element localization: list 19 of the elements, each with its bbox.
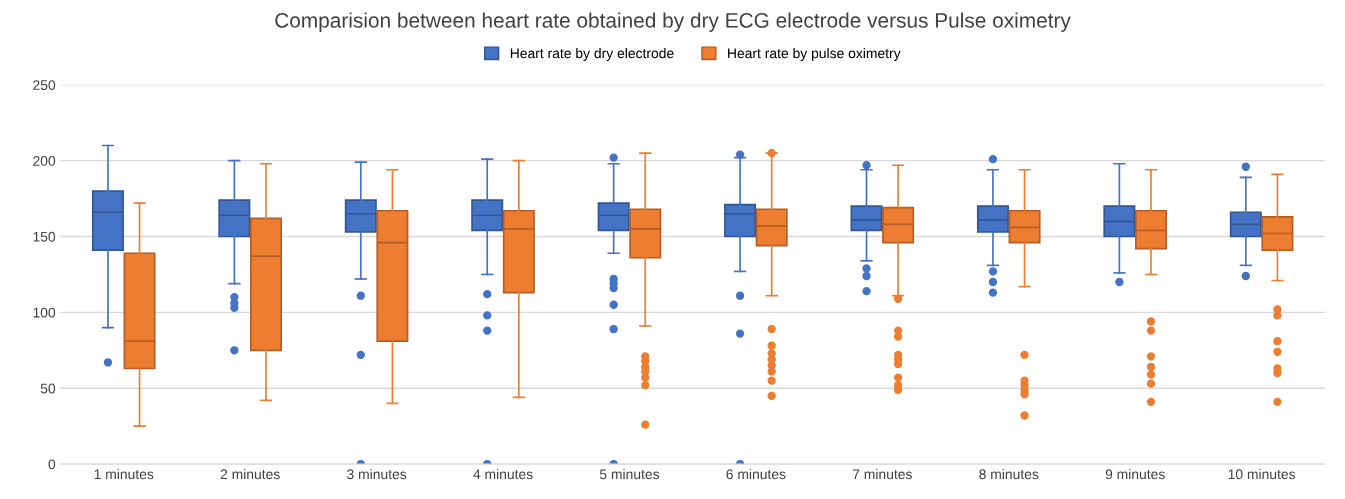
x-tick-label: 6 minutes bbox=[726, 468, 786, 480]
x-tick-label: 8 minutes bbox=[979, 468, 1039, 480]
x-tick-label: 5 minutes bbox=[599, 468, 660, 480]
x-tick-label: 10 minutes bbox=[1228, 468, 1296, 480]
y-tick-label: 100 bbox=[33, 307, 56, 318]
chart-title: Comparision between heart rate obtained by dry ECG electrode versus Pulse oximetry bbox=[275, 12, 1071, 32]
x-tick-label: 9 minutes bbox=[1105, 468, 1165, 480]
x-tick-label: 2 minutes bbox=[220, 468, 280, 480]
x-tick-label: 7 minutes bbox=[852, 468, 912, 480]
y-tick-label: 150 bbox=[33, 231, 56, 242]
x-tick-label: 3 minutes bbox=[347, 468, 407, 480]
x-tick-label: 1 minutes bbox=[94, 468, 154, 480]
y-tick-label: 250 bbox=[33, 80, 56, 90]
legend-label: Heart rate by pulse oximetry bbox=[728, 48, 901, 61]
y-tick-label: 200 bbox=[33, 156, 56, 166]
y-tick-label: 50 bbox=[40, 383, 56, 394]
legend-label: Heart rate by dry electrode bbox=[510, 48, 674, 61]
x-tick-label: 4 minutes bbox=[473, 468, 533, 480]
y-tick-label: 0 bbox=[48, 459, 56, 470]
